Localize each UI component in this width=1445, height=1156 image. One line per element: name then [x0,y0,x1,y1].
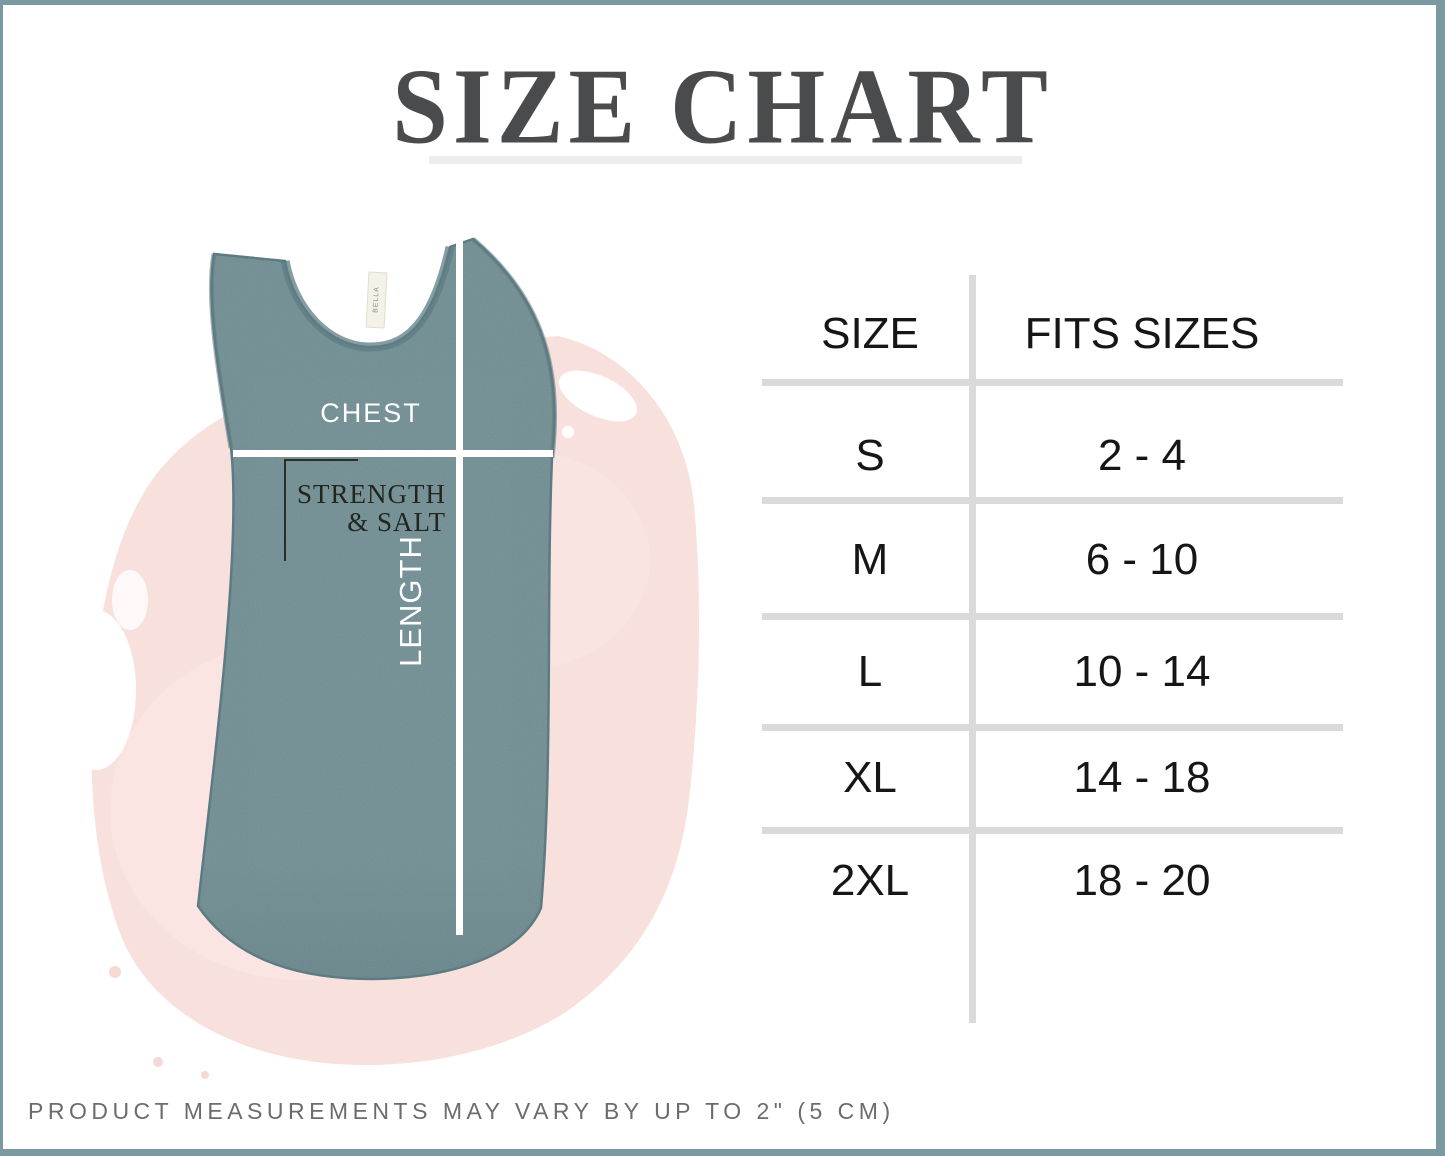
product-graphic [80,237,700,1079]
table-row-fits: 2 - 4 [1097,431,1187,480]
table-line-2 [762,613,1343,620]
table-row-fits: 18 - 20 [1073,856,1211,905]
logo-line2: & SALT [347,507,446,537]
logo-bracket [284,459,358,561]
logo-line1: STRENGTH [297,479,446,509]
page-title: SIZE CHART [392,46,1053,167]
table-row-fits: 10 - 14 [1073,647,1211,696]
frame-border-right [1436,0,1445,1156]
table-row-size: S [855,431,885,480]
length-label: LENGTH [393,535,428,667]
table-header-fits: FITS SIZES [1024,309,1260,358]
frame-border-left [0,0,3,1156]
title-underline [429,156,1022,164]
table-header-size: SIZE [821,309,919,358]
frame-border-bottom [0,1149,1445,1156]
chest-measure-line [233,450,553,457]
table-row-size: 2XL [830,856,910,905]
table-line-header [762,379,1343,386]
table-line-3 [762,724,1343,731]
table-row-fits: 6 - 10 [1085,535,1199,584]
length-measure-line [456,238,463,935]
table-row-size: XL [843,753,897,802]
table-line-4 [762,827,1343,834]
table-row-fits: 14 - 18 [1073,753,1211,802]
neck-tag-label: BELLA [372,286,381,314]
chest-label: CHEST [320,398,422,428]
table-column-divider [969,275,976,1023]
table-row-size: L [857,647,883,696]
neck-tag: BELLA [365,271,388,329]
table-line-1 [762,497,1343,504]
measurement-disclaimer: PRODUCT MEASUREMENTS MAY VARY BY UP TO 2… [28,1098,895,1124]
frame-border-top [0,0,1445,5]
table-row-size: M [851,535,889,584]
